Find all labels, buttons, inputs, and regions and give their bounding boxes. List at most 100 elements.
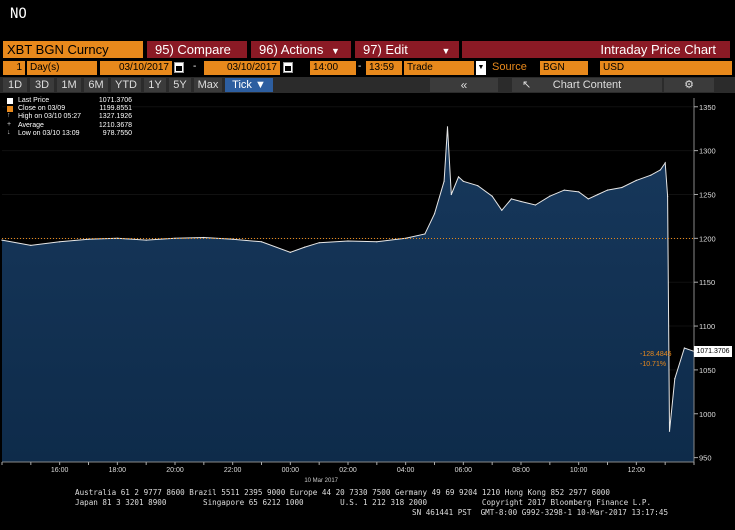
price-point — [1, 239, 3, 241]
legend-value: 1071.3706 — [98, 97, 132, 104]
price-point — [450, 193, 452, 196]
range-button-1m[interactable]: 1M — [57, 78, 81, 92]
chart-legend: Last Price 1071.3706 Close on 03/09 1199… — [6, 97, 132, 147]
edit-number: 97) — [363, 42, 382, 57]
start-date-field[interactable]: 03/10/2017 — [100, 61, 172, 75]
date-range-dash: - — [193, 61, 197, 72]
price-point — [424, 233, 426, 235]
range-button-max[interactable]: Max — [194, 78, 222, 92]
change-percent: -10.71% — [640, 361, 667, 368]
x-tick-label: 10:00 — [570, 467, 588, 474]
price-point — [549, 195, 551, 197]
y-tick-label: 1100 — [699, 322, 715, 331]
y-tick-label: 1300 — [699, 147, 716, 156]
price-point — [477, 185, 479, 187]
range-button-ytd[interactable]: YTD — [111, 78, 141, 92]
price-point — [304, 246, 306, 248]
legend-row-average: + Average 1210.3678 — [6, 120, 132, 130]
legend-label: High on 03/10 05:27 — [18, 113, 82, 121]
page-title: Intraday Price Chart — [462, 41, 730, 58]
range-button-1d[interactable]: 1D — [3, 78, 27, 92]
ticker-field[interactable]: XBT BGN Curncy — [3, 41, 143, 58]
params-bar: 1 Day(s) 03/10/2017 - 03/10/2017 14:00 -… — [0, 60, 735, 76]
price-point — [587, 198, 589, 200]
price-point — [664, 162, 666, 164]
legend-value: 1199.8551 — [99, 105, 132, 113]
price-point — [674, 378, 676, 380]
calendar-icon[interactable] — [283, 62, 293, 73]
command-text[interactable]: NO — [10, 6, 27, 22]
date-label: 10 Mar 2017 — [304, 478, 338, 484]
legend-label: Average — [18, 121, 44, 129]
legend-label: Close on 03/09 — [18, 105, 66, 113]
range-button-5y[interactable]: 5Y — [169, 78, 191, 92]
legend-label: Last Price — [18, 97, 50, 104]
cursor-icon: ↖ — [522, 79, 532, 91]
last-price-tag: 1071.3706 — [694, 346, 732, 357]
edit-label: Edit — [385, 42, 408, 57]
price-point — [667, 195, 669, 197]
compare-label: Compare — [177, 42, 231, 57]
legend-label: Low on 03/10 13:09 — [18, 129, 80, 137]
price-point — [491, 195, 493, 197]
chart-area[interactable]: 950 1000 1050 1100 1150 1200 1250 1300 1350 16:00… — [0, 94, 735, 485]
period-unit-field[interactable]: Day(s) — [27, 61, 97, 75]
chevron-down-icon: ▼ — [441, 46, 451, 56]
price-point — [347, 240, 349, 242]
legend-value: 1327.1926 — [98, 113, 132, 121]
end-date-field[interactable]: 03/10/2017 — [204, 61, 280, 75]
calendar-icon[interactable] — [174, 62, 184, 73]
range-button-6m[interactable]: 6M — [84, 78, 108, 92]
period-count-field[interactable]: 1 — [3, 61, 25, 75]
chart-content-button[interactable]: ↖ Chart Content — [512, 78, 662, 92]
legend-value: 1210.3678 — [98, 121, 132, 129]
price-point — [232, 238, 234, 240]
price-point — [145, 239, 147, 241]
price-point — [668, 430, 671, 432]
currency-field[interactable]: USD — [600, 61, 732, 75]
price-point — [30, 244, 32, 246]
tick-button[interactable]: Tick ▼ — [225, 78, 273, 92]
price-chart[interactable]: 950 1000 1050 1100 1150 1200 1250 1300 1350 16:00… — [0, 94, 735, 485]
collapse-chevrons-button[interactable]: « — [430, 78, 498, 92]
low-marker-icon: ↓ — [7, 128, 11, 136]
price-point — [174, 237, 176, 239]
x-tick-label: 12:00 — [628, 467, 646, 474]
command-line[interactable]: NO — [0, 0, 735, 38]
price-point — [59, 241, 61, 243]
range-button-3d[interactable]: 3D — [30, 78, 54, 92]
price-point — [87, 238, 90, 240]
x-tick-label: 22:00 — [224, 467, 242, 474]
price-point — [318, 242, 320, 244]
price-point — [650, 174, 652, 176]
event-select[interactable]: Trade — [404, 61, 474, 75]
settings-button[interactable]: ⚙ — [664, 78, 714, 92]
legend-value: 978.7550 — [102, 129, 132, 137]
actions-button[interactable]: 96) Actions ▼ — [251, 41, 351, 58]
chevron-down-icon[interactable]: ▼ — [476, 61, 486, 75]
y-tick-label: 1150 — [699, 278, 715, 287]
gear-icon: ⚙ — [684, 79, 694, 91]
price-point — [520, 200, 522, 203]
price-point — [446, 126, 449, 128]
chevron-down-icon: ▼ — [254, 79, 266, 91]
start-time-field[interactable]: 14:00 — [310, 61, 356, 75]
price-point — [510, 198, 512, 200]
average-marker-icon: + — [7, 120, 12, 128]
edit-button[interactable]: 97) Edit ▼ — [355, 41, 459, 58]
price-point — [405, 237, 407, 239]
y-tick-label: 1200 — [699, 234, 716, 243]
source-field[interactable]: BGN — [540, 61, 588, 75]
x-tick-label: 08:00 — [512, 467, 530, 474]
end-time-field[interactable]: 13:59 — [366, 61, 402, 75]
compare-button[interactable]: 95) Compare — [147, 41, 247, 58]
price-point — [457, 176, 460, 178]
legend-row-last-price: Last Price 1071.3706 — [6, 97, 132, 105]
price-point — [534, 204, 537, 206]
y-tick-label: 950 — [699, 454, 712, 463]
x-tick-label: 06:00 — [455, 467, 473, 474]
price-point — [563, 189, 565, 191]
y-tick-label: 1050 — [699, 366, 716, 375]
range-button-1y[interactable]: 1Y — [144, 78, 166, 92]
x-tick-label: 00:00 — [282, 467, 300, 474]
